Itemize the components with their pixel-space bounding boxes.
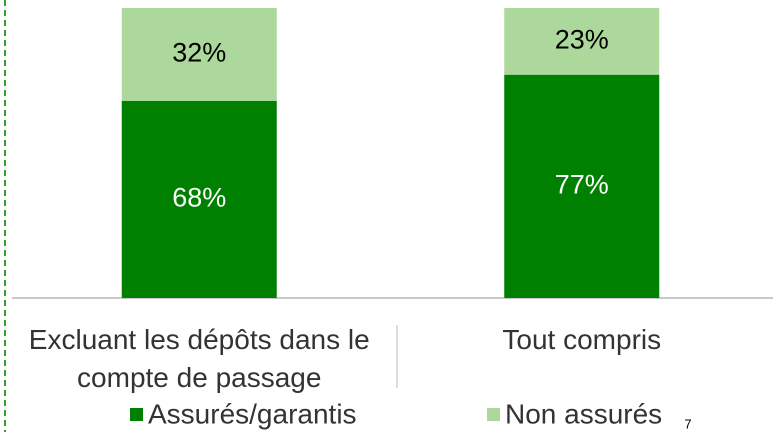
legend-swatch xyxy=(487,408,500,421)
x-tick-label: Excluant les dépôts dans le compte de pa… xyxy=(28,324,370,393)
data-label: 77% xyxy=(555,169,609,199)
page-number: 7 xyxy=(684,416,691,431)
legend-swatch xyxy=(130,408,143,421)
bar-segment xyxy=(121,100,277,298)
data-label: 32% xyxy=(172,38,226,68)
data-label: 68% xyxy=(172,183,226,213)
legend-label: Non assurés xyxy=(505,398,662,429)
bar-segment xyxy=(504,8,660,75)
bar-segment xyxy=(504,74,660,298)
bar-segment xyxy=(121,8,277,101)
legend-label: Assurés/garantis xyxy=(148,398,357,429)
data-label: 23% xyxy=(555,24,609,54)
x-tick-label: Tout compris xyxy=(502,324,662,355)
